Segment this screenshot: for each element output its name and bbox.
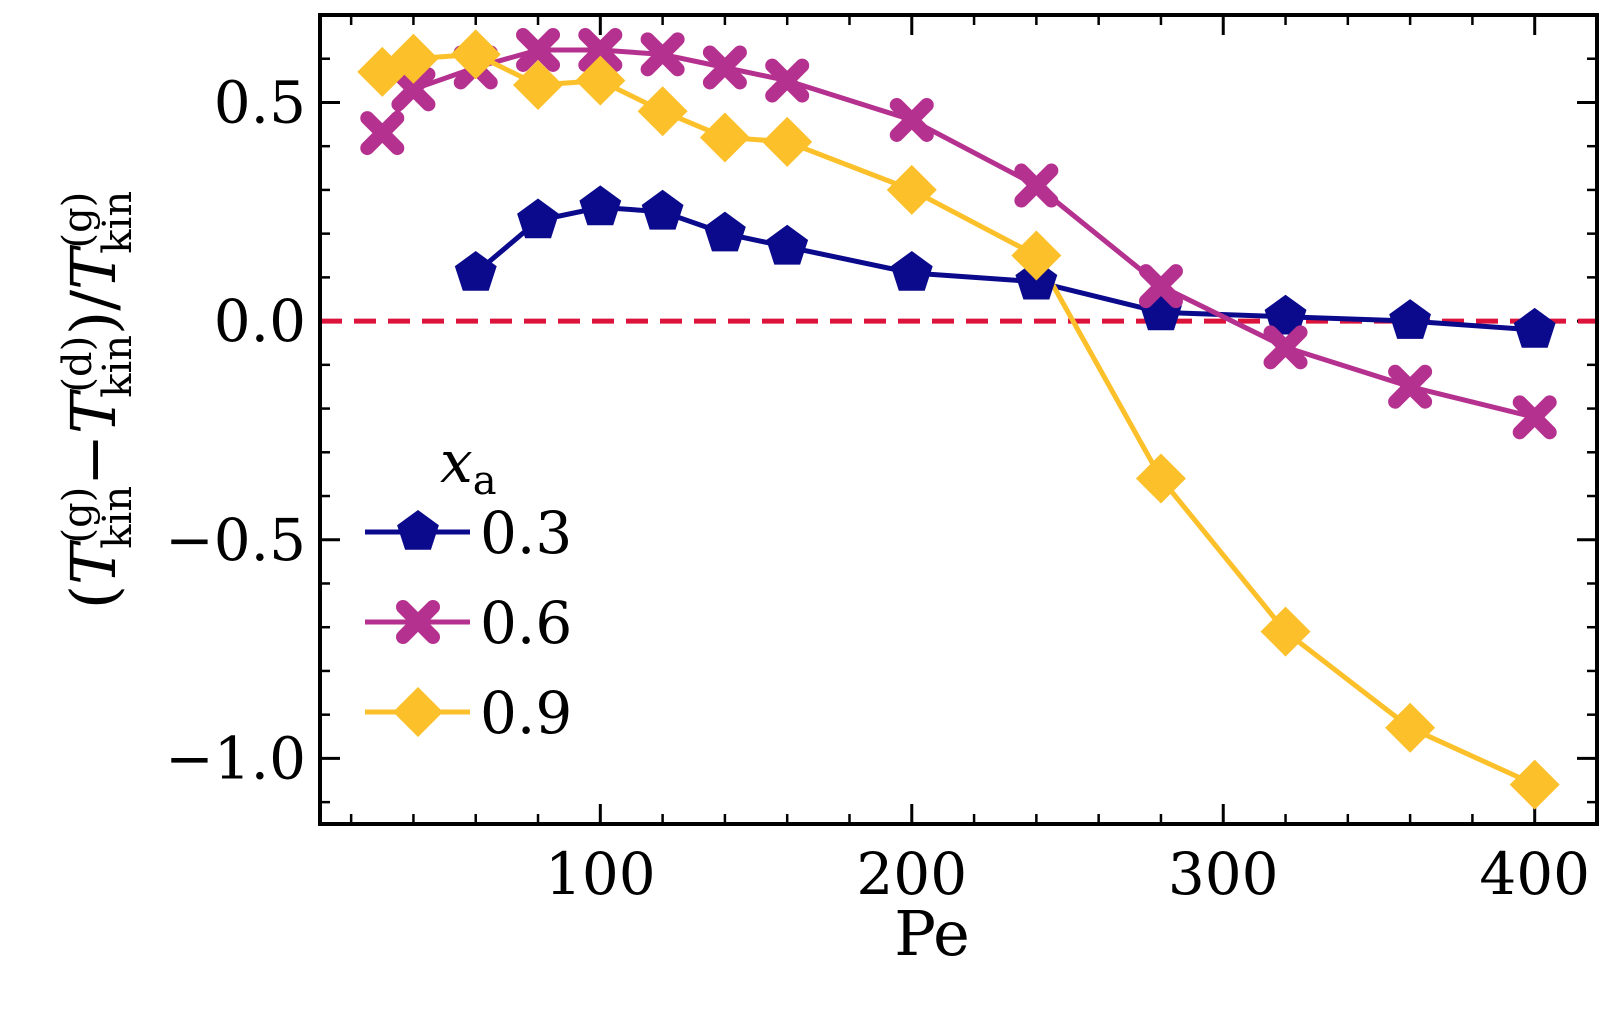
data-point-0.3 (579, 185, 622, 226)
legend-entries: 0.3 0.6 0.9 (365, 499, 572, 747)
data-point-0.3 (641, 189, 684, 230)
data-point-0.3 (517, 198, 559, 239)
x-tick-label: 400 (1479, 840, 1590, 908)
data-point-0.6 (578, 27, 623, 72)
data-point-0.9 (388, 33, 439, 84)
data-point-0.6 (1263, 325, 1308, 370)
legend-label: 0.9 (480, 679, 572, 747)
data-point-0.6 (765, 58, 810, 103)
x-tick-label: 100 (545, 840, 656, 908)
x-tick-label: 300 (1168, 840, 1279, 908)
data-point-0.3 (890, 251, 933, 291)
data-point-0.6 (640, 32, 685, 77)
y-axis-title: (T(g)kin−T(d)kin)/T(g)kin (55, 191, 141, 609)
legend: xa 0.3 0.6 0.9 (365, 428, 572, 747)
data-point-0.9 (1011, 230, 1062, 281)
data-point-0.6 (889, 97, 934, 142)
x-axis-title: Pe (894, 897, 970, 970)
data-point-0.9 (1260, 606, 1311, 657)
data-point-0.6 (1388, 364, 1433, 409)
legend-label: 0.3 (480, 499, 572, 567)
legend-marker-0.9 (393, 687, 443, 737)
data-point-0.3 (704, 211, 746, 252)
data-point-0.3 (766, 224, 809, 265)
tick-labels: 100 200 300 400 −1.0 −0.5 0.0 0.5 (165, 68, 1590, 908)
legend-label: 0.6 (480, 589, 572, 657)
data-point-0.9 (450, 29, 501, 80)
plot-frame (318, 13, 1599, 826)
data-point-0.6 (1014, 163, 1059, 208)
legend-marker-0.3 (397, 510, 439, 550)
data-point-0.9 (1135, 453, 1186, 504)
data-point-0.9 (762, 116, 813, 167)
x-tick-label: 200 (856, 840, 967, 908)
data-point-0.3 (1389, 299, 1431, 339)
data-point-0.6 (1138, 264, 1183, 309)
data-point-0.6 (516, 27, 561, 72)
data-point-0.6 (702, 45, 747, 90)
data-point-0.9 (886, 164, 937, 215)
y-tick-label: −1.0 (165, 724, 306, 792)
data-point-0.9 (699, 112, 750, 163)
data-point-0.6 (391, 67, 436, 112)
y-tick-label: −0.5 (165, 506, 306, 574)
data-point-0.9 (637, 86, 688, 137)
legend-marker-0.6 (396, 600, 440, 644)
data-point-0.3 (454, 251, 497, 291)
data-point-0.9 (1509, 759, 1560, 810)
data-point-0.9 (513, 59, 564, 110)
data-point-0.6 (1512, 395, 1557, 440)
series-markers (357, 27, 1560, 810)
legend-title: xa (440, 428, 497, 504)
data-point-0.3 (1513, 307, 1556, 348)
data-point-0.9 (1385, 702, 1436, 753)
y-tick-label: 0.0 (214, 287, 306, 355)
data-point-0.6 (360, 111, 405, 156)
y-tick-label: 0.5 (214, 68, 306, 136)
data-point-0.3 (1264, 294, 1307, 335)
data-point-0.9 (575, 55, 626, 106)
